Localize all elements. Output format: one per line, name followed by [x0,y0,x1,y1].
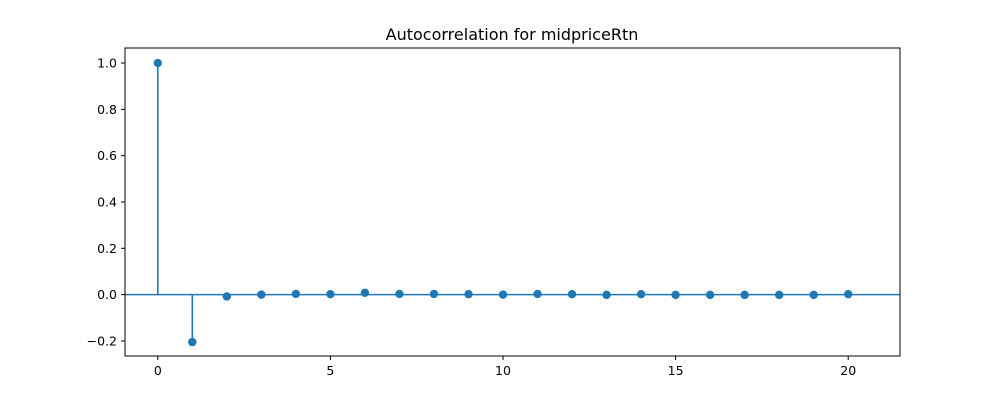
x-tick-label: 5 [326,363,334,378]
stem-marker [636,289,646,299]
stem-marker [429,289,439,299]
stem-marker [498,290,508,299]
stem-marker [188,337,197,347]
x-tick-label: 20 [840,363,856,378]
chart-marks [125,58,900,347]
chart-axes: 0 5 10 15 20 −0.2 0.0 0.2 0.4 0.6 0.8 1.0 [87,47,901,378]
y-tick-label: 0.4 [97,195,117,210]
stem-marker [291,289,301,299]
stem-marker [671,290,680,300]
y-tick-label: 1.0 [97,56,117,71]
y-tick-label: 0.8 [97,102,117,117]
stem-marker [567,289,577,299]
stem-marker [326,289,335,299]
stem-marker [705,290,715,300]
y-tick-label: 0.0 [97,287,117,302]
chart-title: Autocorrelation for midpriceRtn [386,25,639,44]
stem-marker [602,290,611,300]
x-tick-label: 15 [668,363,684,378]
plot-frame [124,47,901,357]
x-tick-label: 0 [154,363,162,378]
stem-marker [809,290,818,300]
stem-marker [222,292,232,301]
y-tick-label: −0.2 [87,333,117,348]
stem-marker [395,289,404,299]
stem-marker [464,289,473,299]
stem-marker [153,58,162,68]
y-tick-label: 0.6 [97,148,117,163]
stem-marker [533,289,542,299]
stem-marker [844,289,853,299]
stem-marker [774,290,784,300]
stem-marker [257,290,266,299]
stem-marker [360,288,370,297]
y-tick-label: 0.2 [97,241,117,256]
stem-marker [740,290,749,300]
x-tick-label: 10 [495,363,511,378]
